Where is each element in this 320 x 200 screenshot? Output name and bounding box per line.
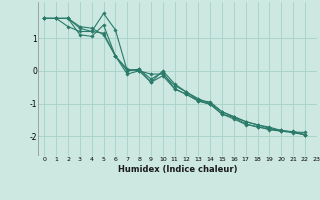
X-axis label: Humidex (Indice chaleur): Humidex (Indice chaleur)	[118, 165, 237, 174]
